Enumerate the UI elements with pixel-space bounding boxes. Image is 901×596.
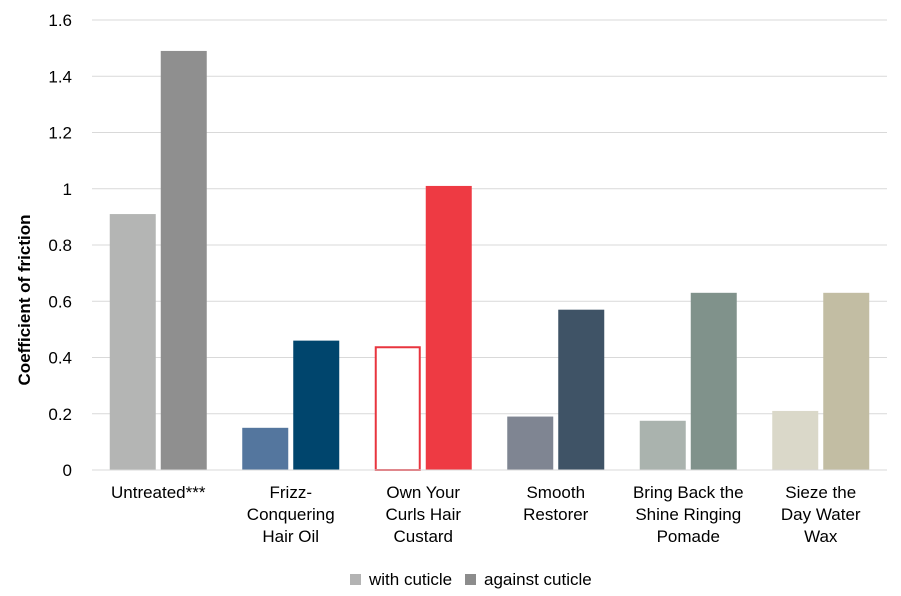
x-category-line: Conquering (247, 505, 335, 524)
x-category-line: Curls Hair (385, 505, 461, 524)
x-category-label: Sieze the Day Water Wax (781, 483, 861, 546)
bar-against-cuticle-5 (823, 292, 870, 470)
bar-with-cuticle-3 (507, 416, 554, 470)
bar-with-cuticle-4 (639, 420, 686, 470)
bar-against-cuticle-2 (425, 185, 472, 470)
bar-with-cuticle-1 (242, 427, 289, 470)
bar-with-cuticle-0 (109, 214, 156, 470)
y-tick-label: 1 (63, 180, 72, 199)
y-tick-label: 0.6 (48, 292, 72, 311)
x-axis-categories: Untreated*** Frizz- Conquering Hair Oil Own … (111, 483, 861, 546)
x-category-line: Sieze the (785, 483, 856, 502)
x-category-line: Smooth (526, 483, 585, 502)
legend-label: with cuticle (368, 570, 452, 589)
x-category-line: Untreated*** (111, 483, 206, 502)
bar-against-cuticle-1 (293, 340, 340, 470)
bar-with-cuticle-2 (374, 346, 421, 471)
y-tick-label: 1.6 (48, 11, 72, 30)
y-axis-ticks: 0 0.2 0.4 0.6 0.8 1 1.2 1.4 1.6 (48, 11, 72, 480)
x-category-line: Pomade (657, 527, 720, 546)
y-tick-label: 1.2 (48, 124, 72, 143)
x-category-line: Shine Ringing (635, 505, 741, 524)
y-tick-label: 1.4 (48, 67, 72, 86)
y-tick-label: 0.4 (48, 349, 72, 368)
y-tick-label: 0.8 (48, 236, 72, 255)
bar-with-cuticle-5 (772, 410, 819, 470)
y-axis-label: Coefficient of friction (15, 215, 34, 386)
bar-against-cuticle-0 (160, 50, 207, 470)
y-tick-label: 0 (63, 461, 72, 480)
x-category-line: Bring Back the (633, 483, 744, 502)
x-category-line: Frizz- (270, 483, 312, 502)
x-category-line: Custard (393, 527, 453, 546)
legend-label: against cuticle (484, 570, 592, 589)
legend-swatch (350, 574, 361, 585)
gridlines (92, 19, 887, 415)
legend-swatch (465, 574, 476, 585)
x-category-line: Day Water (781, 505, 861, 524)
x-category-label: Untreated*** (111, 483, 206, 502)
bar-against-cuticle-3 (558, 309, 605, 470)
legend: with cuticle against cuticle (350, 570, 592, 589)
x-category-label: Own Your Curls Hair Custard (385, 483, 461, 546)
bars (109, 50, 870, 471)
x-category-label: Bring Back the Shine Ringing Pomade (633, 483, 744, 546)
x-category-line: Own Your (386, 483, 460, 502)
x-category-label: Frizz- Conquering Hair Oil (247, 483, 335, 546)
x-category-line: Restorer (523, 505, 589, 524)
y-tick-label: 0.2 (48, 405, 72, 424)
bar-against-cuticle-4 (690, 292, 737, 470)
x-category-line: Wax (804, 527, 838, 546)
x-category-line: Hair Oil (262, 527, 319, 546)
x-category-label: Smooth Restorer (523, 483, 589, 524)
